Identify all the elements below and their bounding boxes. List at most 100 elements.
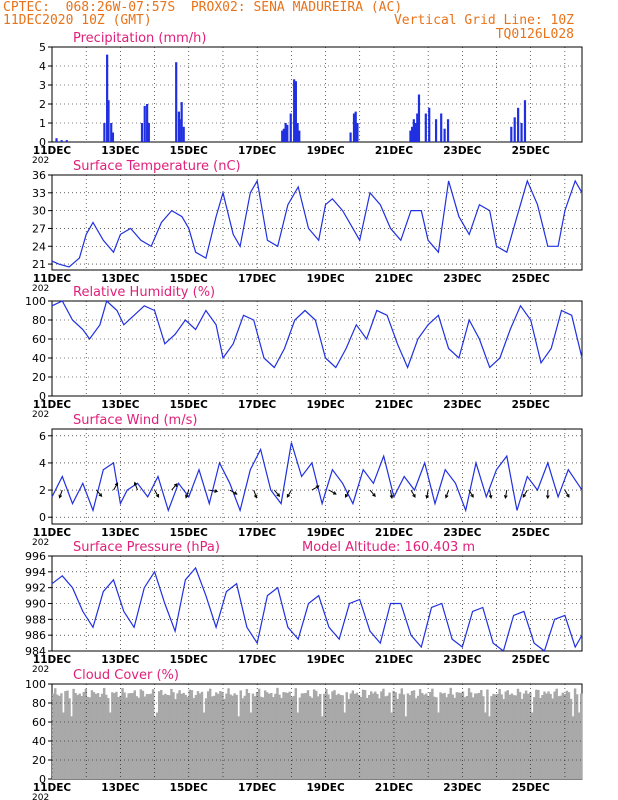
cloud-cover-bar — [443, 692, 446, 779]
cloud-cover-bar — [278, 694, 281, 779]
cloud-cover-bar — [294, 688, 298, 779]
cloud-cover-bar — [317, 696, 320, 779]
cloud-cover-bar — [176, 693, 179, 779]
precip-bar — [443, 128, 446, 142]
cloud-cover-bar — [467, 688, 471, 779]
precip-bar — [175, 62, 178, 143]
cloud-cover-bar — [113, 693, 116, 779]
precip-bar — [60, 140, 63, 142]
wind-arrow — [468, 489, 474, 498]
cloud-cover-bar — [115, 691, 118, 779]
x-tick-label: 21DEC — [375, 145, 414, 157]
y-tick-label: 992 — [25, 582, 46, 595]
cloud-cover-bar — [437, 712, 440, 779]
y-tick-label: 60 — [32, 716, 46, 729]
x-tick-label: 13DEC — [101, 782, 140, 794]
cloud-cover-bar — [137, 697, 141, 779]
cloud-cover-bar — [378, 698, 381, 779]
precip-bar — [414, 123, 417, 142]
cloud-cover-bar — [121, 688, 124, 779]
y-tick-label: 2 — [39, 98, 46, 111]
y-tick-label: 21 — [32, 258, 46, 271]
cloud-cover-bar — [202, 712, 206, 779]
cloud-cover-bar — [290, 697, 293, 779]
header-station-line: CPTEC: 068:26W-07:57S PROX02: SENA MADUR… — [3, 0, 403, 15]
cloud-cover-bar — [406, 693, 410, 779]
cloud-cover-bar — [463, 697, 467, 779]
cloud-cover-bar — [60, 693, 63, 779]
wind-arrow — [345, 489, 350, 498]
precip-bar — [286, 124, 289, 142]
wind-arrow — [253, 489, 257, 498]
cloud-cover-bar — [239, 690, 242, 779]
precip-bar — [349, 132, 352, 142]
precip-bar — [510, 126, 513, 142]
cloud-cover-bar — [425, 693, 428, 779]
y-tick-label: 2 — [39, 484, 46, 497]
y-tick-label: 100 — [25, 295, 46, 308]
cloud-cover-bar — [349, 693, 353, 779]
cloud-cover-bar — [535, 689, 538, 779]
precip-bar — [513, 117, 516, 142]
wind-arrow-head — [372, 493, 376, 497]
x-tick-label: 19DEC — [306, 145, 345, 157]
cloud-cover-bar — [174, 699, 177, 779]
cloud-cover-bar — [145, 693, 149, 779]
y-tick-label: 33 — [32, 187, 46, 200]
cloud-cover-bar — [341, 695, 344, 779]
x-tick-label: 13DEC — [101, 654, 140, 666]
cloud-cover-bar — [127, 693, 130, 779]
cloud-cover-bar — [447, 693, 450, 779]
x-tick-label: 15DEC — [170, 145, 209, 157]
wind-arrow — [154, 489, 160, 498]
y-tick-label: 6 — [39, 430, 46, 443]
precip-bar — [434, 119, 438, 142]
precip-bar — [180, 102, 183, 142]
precip-bar — [289, 113, 292, 142]
cloud-cover-bar — [351, 690, 355, 779]
cloud-cover-bar — [253, 696, 257, 779]
cloud-cover-bar — [490, 696, 493, 779]
cloud-cover-bar — [261, 697, 265, 779]
x-tick-label: 19DEC — [306, 654, 345, 666]
precip-bar — [65, 140, 68, 142]
cloud-cover-bar — [186, 696, 189, 779]
y-tick-label: 996 — [25, 550, 46, 563]
y-tick-label: 986 — [25, 629, 46, 642]
cloud-cover-bar — [78, 693, 81, 779]
cloud-cover-bar — [211, 696, 214, 779]
panel-frame — [51, 46, 583, 143]
cloud-cover-bar — [455, 692, 459, 779]
cloud-cover-bar — [80, 695, 83, 779]
wind-arrow — [328, 489, 337, 495]
wind-arrow — [522, 489, 528, 498]
cloud-cover-bar — [151, 689, 155, 779]
cloud-cover-bar — [449, 687, 452, 779]
cloud-cover-bar — [482, 696, 485, 779]
cloud-cover-bar — [192, 698, 196, 779]
cloud-cover-bar — [531, 712, 534, 779]
cloud-cover-bar — [233, 693, 236, 779]
panel-title: Cloud Cover (%) — [73, 668, 179, 683]
cloud-cover-bar — [300, 693, 304, 779]
cloud-cover-bar — [514, 695, 518, 779]
cloud-cover-bar — [567, 692, 571, 779]
cloud-cover-bar — [182, 692, 185, 779]
x-tick-label: 15DEC — [170, 527, 209, 539]
cloud-cover-bar — [339, 695, 342, 779]
precip-bar — [110, 123, 113, 142]
panel-title: Surface Wind (m/s) — [73, 413, 197, 428]
cloud-cover-bar — [476, 693, 479, 779]
x-tick-label: 11DEC — [33, 654, 72, 666]
cloud-cover-bar — [441, 693, 444, 779]
y-tick-label: 20 — [32, 754, 46, 767]
wind-arrow-head — [214, 489, 219, 493]
cloud-cover-bar — [551, 698, 554, 779]
cloud-cover-bar — [573, 688, 577, 779]
cloud-cover-bar — [370, 691, 373, 779]
y-tick-label: 20 — [32, 371, 46, 384]
series-line — [51, 299, 583, 370]
panel-title: Surface Temperature (nC) — [73, 159, 241, 174]
cloud-cover-bar — [323, 693, 326, 779]
